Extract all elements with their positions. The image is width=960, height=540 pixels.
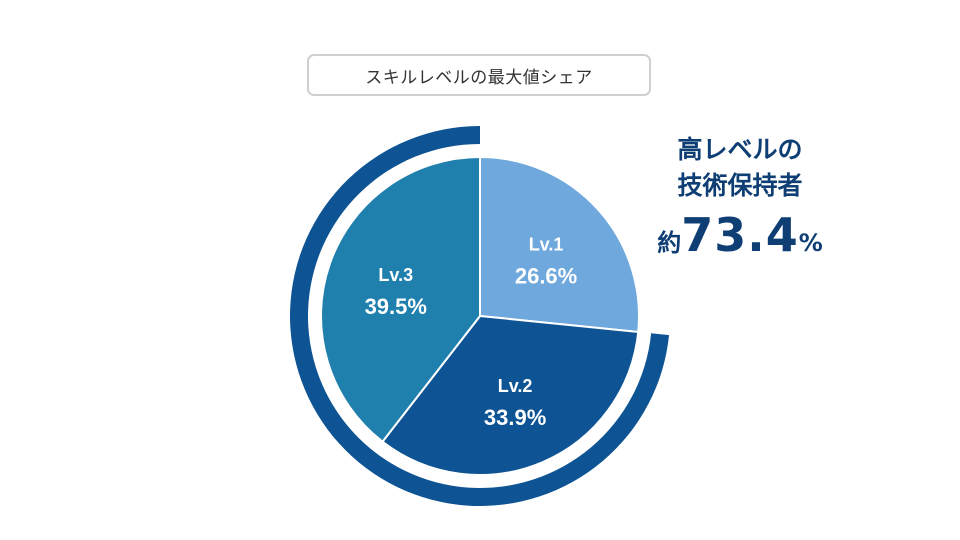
slice-value-2: 33.9% bbox=[484, 405, 546, 430]
callout-line1: 高レベルの bbox=[677, 135, 803, 164]
callout-value: 約73.4% bbox=[645, 208, 835, 262]
pie-slice-2 bbox=[381, 314, 640, 476]
callout-prefix: 約 bbox=[657, 229, 682, 257]
slice-label-1: Lv.1 bbox=[529, 234, 564, 254]
slice-value-3: 39.5% bbox=[365, 294, 427, 319]
slice-value-1: 26.6% bbox=[515, 263, 577, 288]
callout-suffix: % bbox=[798, 229, 823, 257]
pie-slice-1 bbox=[479, 155, 640, 334]
callout-line2: 技術保持者 bbox=[677, 171, 803, 200]
slice-label-3: Lv.3 bbox=[378, 265, 413, 285]
pie-slice-3 bbox=[320, 155, 481, 444]
callout: 高レベルの 技術保持者 約73.4% bbox=[645, 132, 835, 262]
slice-label-2: Lv.2 bbox=[498, 376, 533, 396]
callout-number: 73.4 bbox=[681, 208, 799, 262]
chart-title: スキルレベルの最大値シェア bbox=[307, 54, 651, 96]
